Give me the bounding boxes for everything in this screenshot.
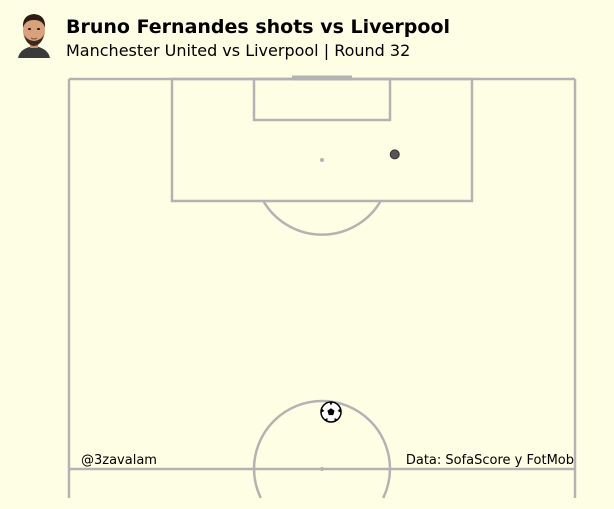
pitch-lines [67,77,577,499]
chart-subtitle: Manchester United vs Liverpool | Round 3… [66,41,411,60]
player-photo-icon [18,14,50,58]
author-credit: @3zavalam [81,453,157,468]
chart-title: Bruno Fernandes shots vs Liverpool [66,16,451,38]
six-yard-box [252,77,392,122]
chart-header: Bruno Fernandes shots vs Liverpool Manch… [16,10,606,62]
penalty-spot [320,158,324,162]
center-circle [252,399,392,499]
center-spot [320,467,324,471]
data-source-credit: Data: SofaScore y FotMob [405,453,574,468]
football-icon [320,401,342,423]
shot-marker [389,149,400,160]
penalty-arc [262,200,382,236]
penalty-box [170,77,474,203]
shots-layer [389,149,400,160]
